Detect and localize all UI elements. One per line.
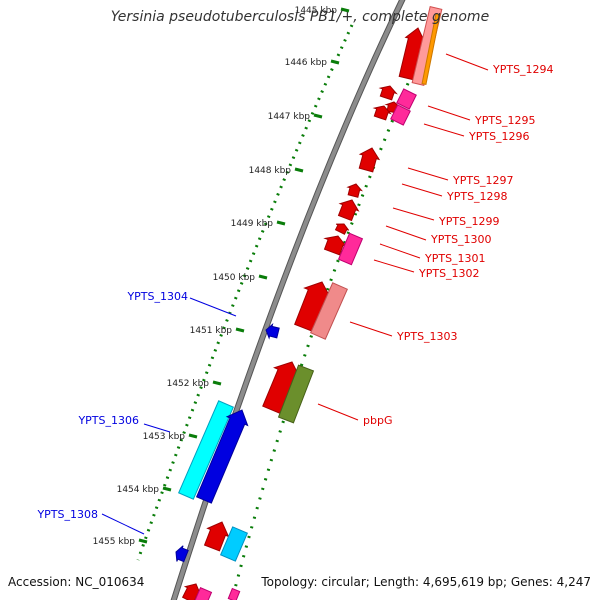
forward-gene-bar [219,526,249,562]
leader-line [407,167,449,181]
tick-label: 1449 kbp [231,219,274,229]
tick-mark [258,274,268,280]
reverse-gene-arrow [175,545,189,563]
leader-line [373,259,415,273]
forward-gene-arrow [203,521,230,552]
leader-line [317,403,359,421]
genome-stats-text: Topology: circular; Length: 4,695,619 bp… [261,575,591,589]
gene-label: YPTS_1300 [430,233,492,246]
forward-gene-arrow [337,199,360,222]
tick-mark [188,433,198,439]
forward-gene-bar [310,282,348,340]
leader-line [427,105,471,121]
tick-mark [294,167,304,173]
gene-label: pbpG [363,414,392,427]
leader-line [143,423,171,433]
forward-gene-arrow [334,223,350,235]
forward-gene-arrow [323,235,348,256]
tick-mark [212,380,222,386]
forward-gene-arrow [378,85,398,101]
forward-gene-bar [396,88,417,110]
forward-gene-arrow [346,183,363,198]
tick-mark [340,7,350,13]
backbone-shadow [169,0,406,604]
tick-label: 1450 kbp [213,273,256,283]
tick-label: 1452 kbp [167,379,210,389]
reverse-gene-arrow [195,409,249,504]
gene-label: YPTS_1297 [452,174,514,187]
gene-label: YPTS_1301 [424,252,486,265]
leader-line [401,183,443,197]
tick-mark [138,538,148,544]
tick-label: 1447 kbp [268,112,311,122]
tick-label: 1448 kbp [249,166,292,176]
tick-mark [313,113,323,119]
gene-label: YPTS_1304 [126,290,188,303]
gene-label: YPTS_1306 [77,414,139,427]
gene-label: YPTS_1302 [418,267,480,280]
tick-label: 1445 kbp [295,6,338,16]
leader-line [349,321,393,337]
gene-label: YPTS_1296 [468,130,530,143]
gene-label: YPTS_1298 [446,190,508,203]
forward-gene-bar [390,104,411,126]
leader-line [101,513,145,535]
forward-gene-bar [337,232,364,266]
tick-label: 1451 kbp [190,326,233,336]
gene-label: YPTS_1308 [36,508,98,521]
leader-line [423,123,465,137]
accession-text: Accession: NC_010634 [8,575,145,589]
forward-gene-bar [421,13,441,85]
forward-gene-arrow [372,105,392,121]
forward-gene-arrow [358,147,381,173]
forward-gene-bar [178,400,234,500]
reverse-gene-arrow [265,323,280,340]
map-title: Yersinia pseudotuberculosis PB1/+, compl… [110,9,490,25]
tick-mark [330,59,340,65]
tick-mark [276,220,286,226]
tick-mark [162,486,172,492]
leader-line [392,207,435,221]
tick-label: 1453 kbp [143,432,186,442]
forward-gene-bar [227,587,241,603]
gene-label: YPTS_1303 [396,330,458,343]
leader-line [445,53,489,71]
tick-label: 1455 kbp [93,537,136,547]
gene-label: YPTS_1295 [474,114,536,127]
leader-line [379,243,421,259]
forward-gene-bar [277,364,315,424]
tick-label: 1446 kbp [285,58,328,68]
gene-label: YPTS_1294 [492,63,554,76]
tick-mark [235,327,245,333]
gene-label: YPTS_1299 [438,215,500,228]
leader-line [189,297,237,317]
backbone-line [170,0,405,604]
leader-line [385,225,427,241]
tick-label: 1454 kbp [117,485,160,495]
